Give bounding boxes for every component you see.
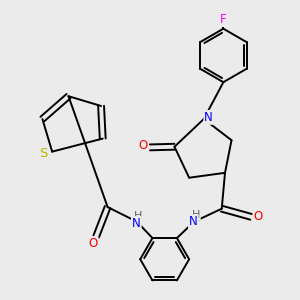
Text: S: S — [39, 147, 47, 160]
Text: N: N — [132, 217, 141, 230]
Text: O: O — [138, 139, 148, 152]
Text: F: F — [220, 13, 227, 26]
Text: O: O — [254, 210, 263, 223]
Text: H: H — [191, 210, 200, 220]
Text: N: N — [204, 111, 213, 124]
Text: H: H — [134, 211, 142, 221]
Text: N: N — [189, 215, 198, 228]
Text: O: O — [88, 237, 98, 250]
